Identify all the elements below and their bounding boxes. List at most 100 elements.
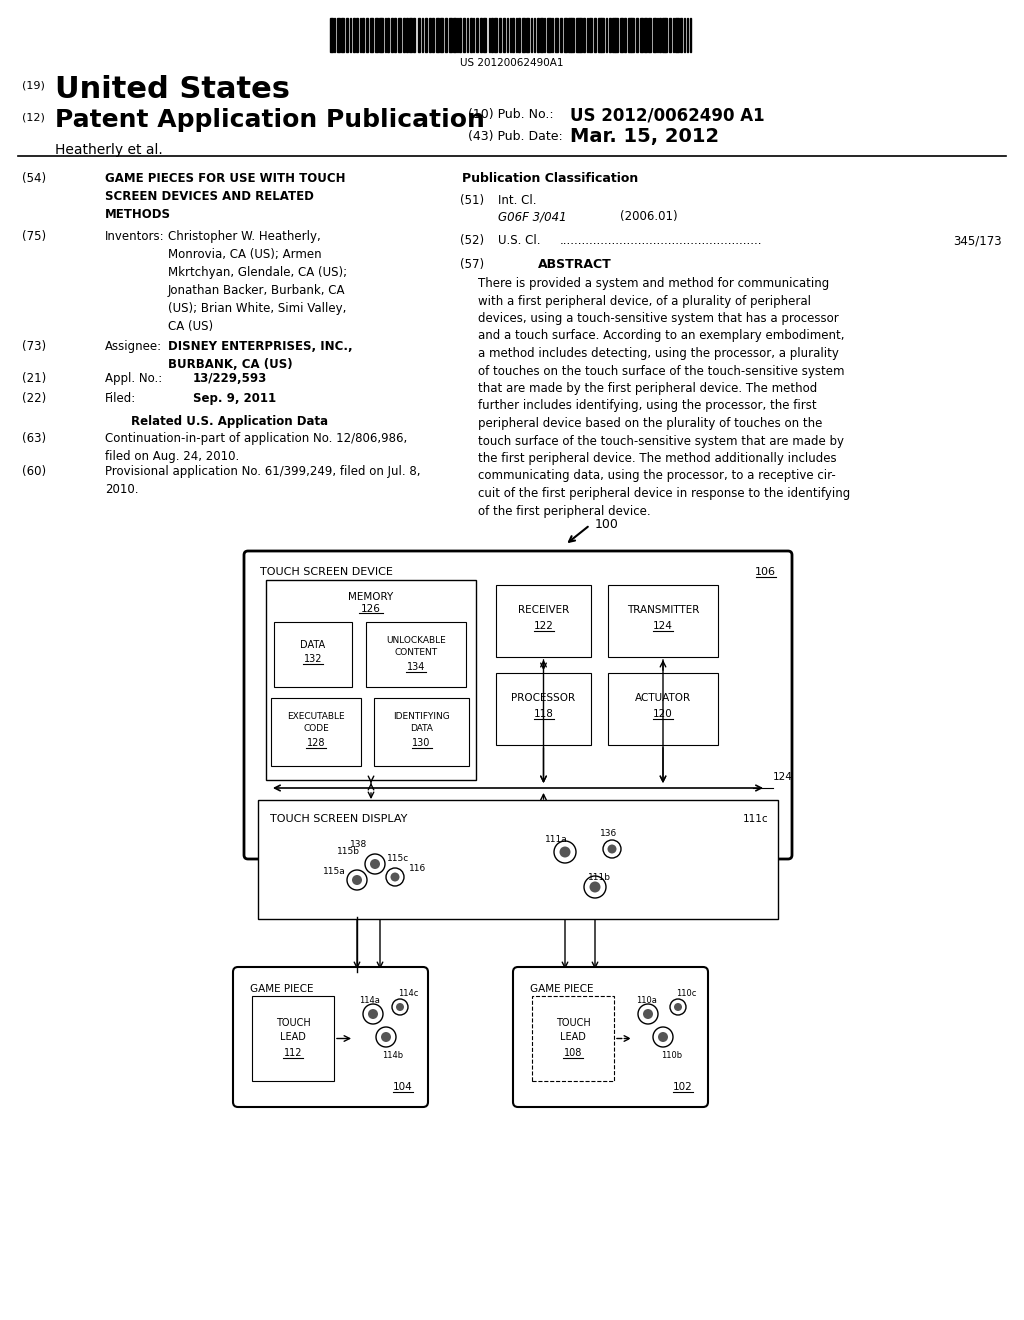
Bar	[521, 18, 524, 51]
Bar	[425, 18, 427, 51]
Text: 108: 108	[564, 1048, 583, 1059]
Bar	[534, 18, 535, 51]
Text: MEMORY: MEMORY	[348, 591, 393, 602]
Text: IDENTIFYING: IDENTIFYING	[393, 711, 450, 721]
Text: 115c: 115c	[387, 854, 410, 863]
Text: DATA: DATA	[300, 640, 326, 649]
Bar	[470, 18, 472, 51]
Bar	[490, 18, 493, 51]
Bar	[609, 18, 611, 51]
Bar	[516, 18, 517, 51]
Text: CODE: CODE	[303, 723, 329, 733]
Text: 110c: 110c	[676, 989, 696, 998]
Text: G06F 3/041: G06F 3/041	[498, 210, 566, 223]
Bar	[394, 18, 395, 51]
Text: U.S. Cl.: U.S. Cl.	[498, 234, 541, 247]
FancyBboxPatch shape	[233, 968, 428, 1107]
Bar	[594, 18, 596, 51]
Bar	[460, 18, 461, 51]
Text: 111c: 111c	[742, 814, 768, 824]
Bar	[366, 622, 466, 686]
FancyBboxPatch shape	[244, 550, 792, 859]
Text: 124: 124	[773, 772, 793, 781]
Bar	[589, 18, 592, 51]
Bar	[382, 18, 383, 51]
Bar	[644, 18, 647, 51]
Bar	[541, 18, 543, 51]
Bar	[587, 18, 588, 51]
Text: Int. Cl.: Int. Cl.	[498, 194, 537, 207]
Bar	[601, 18, 604, 51]
Text: Inventors:: Inventors:	[105, 230, 165, 243]
Bar	[379, 18, 381, 51]
Text: United States: United States	[55, 75, 290, 104]
Bar	[353, 18, 355, 51]
Text: Heatherly et al.: Heatherly et al.	[55, 143, 163, 157]
Bar	[636, 18, 638, 51]
Text: (43) Pub. Date:: (43) Pub. Date:	[468, 129, 563, 143]
Text: CONTENT: CONTENT	[394, 648, 437, 657]
Bar	[334, 18, 335, 51]
Text: TOUCH: TOUCH	[275, 1018, 310, 1028]
Text: 116: 116	[409, 865, 426, 873]
Bar	[476, 18, 477, 51]
Text: Christopher W. Heatherly,
Monrovia, CA (US); Armen
Mkrtchyan, Glendale, CA (US);: Christopher W. Heatherly, Monrovia, CA (…	[168, 230, 347, 333]
FancyBboxPatch shape	[258, 800, 778, 919]
Text: (73): (73)	[22, 341, 46, 352]
Circle shape	[674, 1003, 682, 1011]
Circle shape	[390, 873, 399, 882]
Bar	[266, 579, 476, 780]
FancyBboxPatch shape	[513, 968, 708, 1107]
Text: UNLOCKABLE: UNLOCKABLE	[386, 636, 445, 645]
Bar	[606, 18, 607, 51]
Bar	[598, 18, 601, 51]
Text: 124: 124	[653, 620, 673, 631]
Bar	[494, 18, 497, 51]
Text: Mar. 15, 2012: Mar. 15, 2012	[570, 127, 719, 147]
Text: 110b: 110b	[662, 1051, 682, 1060]
Bar	[507, 18, 508, 51]
Bar	[457, 18, 458, 51]
Text: There is provided a system and method for communicating
with a first peripheral : There is provided a system and method fo…	[478, 277, 850, 517]
Circle shape	[658, 1032, 668, 1041]
Bar	[387, 18, 389, 51]
Text: Publication Classification: Publication Classification	[462, 172, 638, 185]
Bar	[560, 18, 562, 51]
Bar	[499, 18, 501, 51]
Text: ACTUATOR: ACTUATOR	[635, 693, 691, 704]
Bar	[552, 18, 553, 51]
Text: GAME PIECE: GAME PIECE	[530, 983, 594, 994]
Bar	[526, 18, 529, 51]
Bar	[479, 18, 482, 51]
Text: (57): (57)	[460, 257, 484, 271]
Text: 115b: 115b	[337, 847, 360, 855]
Bar	[341, 18, 344, 51]
Text: 111b: 111b	[588, 873, 611, 882]
Circle shape	[607, 845, 616, 854]
Bar	[563, 18, 566, 51]
Bar	[621, 18, 623, 51]
Bar	[577, 18, 580, 51]
Circle shape	[368, 1008, 378, 1019]
Text: LEAD: LEAD	[560, 1032, 586, 1041]
Bar	[653, 18, 656, 51]
Circle shape	[396, 1003, 404, 1011]
Text: 102: 102	[673, 1082, 693, 1092]
Text: (22): (22)	[22, 392, 46, 405]
Text: (51): (51)	[460, 194, 484, 207]
Text: 118: 118	[534, 709, 553, 719]
Bar	[349, 18, 351, 51]
Text: ......................................................: ........................................…	[560, 234, 763, 247]
Text: 114a: 114a	[359, 997, 380, 1005]
Circle shape	[559, 846, 570, 858]
Text: Sep. 9, 2011: Sep. 9, 2011	[193, 392, 276, 405]
Text: 128: 128	[307, 738, 326, 748]
Bar	[274, 622, 352, 686]
Text: (63): (63)	[22, 432, 46, 445]
Bar	[581, 18, 583, 51]
Bar	[518, 18, 520, 51]
Text: Related U.S. Application Data: Related U.S. Application Data	[131, 414, 329, 428]
Bar	[530, 18, 532, 51]
Text: (2006.01): (2006.01)	[620, 210, 678, 223]
Bar	[496, 585, 591, 657]
